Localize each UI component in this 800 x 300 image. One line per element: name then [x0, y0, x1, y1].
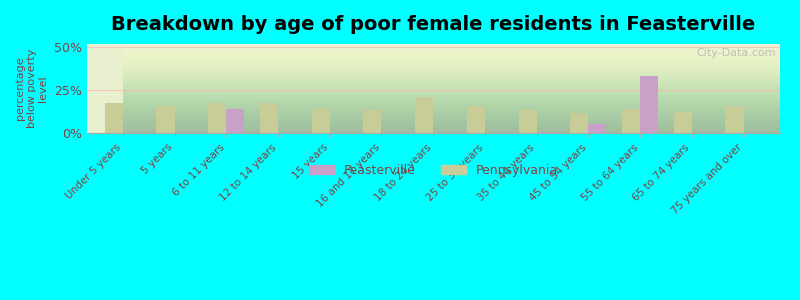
Bar	[415, 97, 433, 133]
Title: Breakdown by age of poor female residents in Feasterville: Breakdown by age of poor female resident…	[111, 15, 755, 34]
Bar	[312, 109, 330, 133]
Text: City-Data.com: City-Data.com	[697, 48, 776, 58]
Bar	[157, 106, 174, 133]
Bar	[226, 109, 244, 133]
Bar	[622, 109, 640, 133]
Bar	[726, 106, 743, 133]
Bar	[105, 103, 123, 133]
Bar	[674, 112, 692, 133]
Bar	[518, 110, 537, 133]
Bar	[570, 113, 588, 133]
Bar	[208, 103, 226, 133]
Bar	[260, 103, 278, 133]
Legend: Feasterville, Pennsylvania: Feasterville, Pennsylvania	[304, 159, 562, 182]
Bar	[640, 76, 658, 133]
Bar	[363, 110, 382, 133]
Y-axis label: percentage
below poverty
level: percentage below poverty level	[15, 49, 48, 128]
Bar	[467, 106, 485, 133]
Bar	[537, 132, 554, 133]
Bar	[588, 124, 606, 133]
